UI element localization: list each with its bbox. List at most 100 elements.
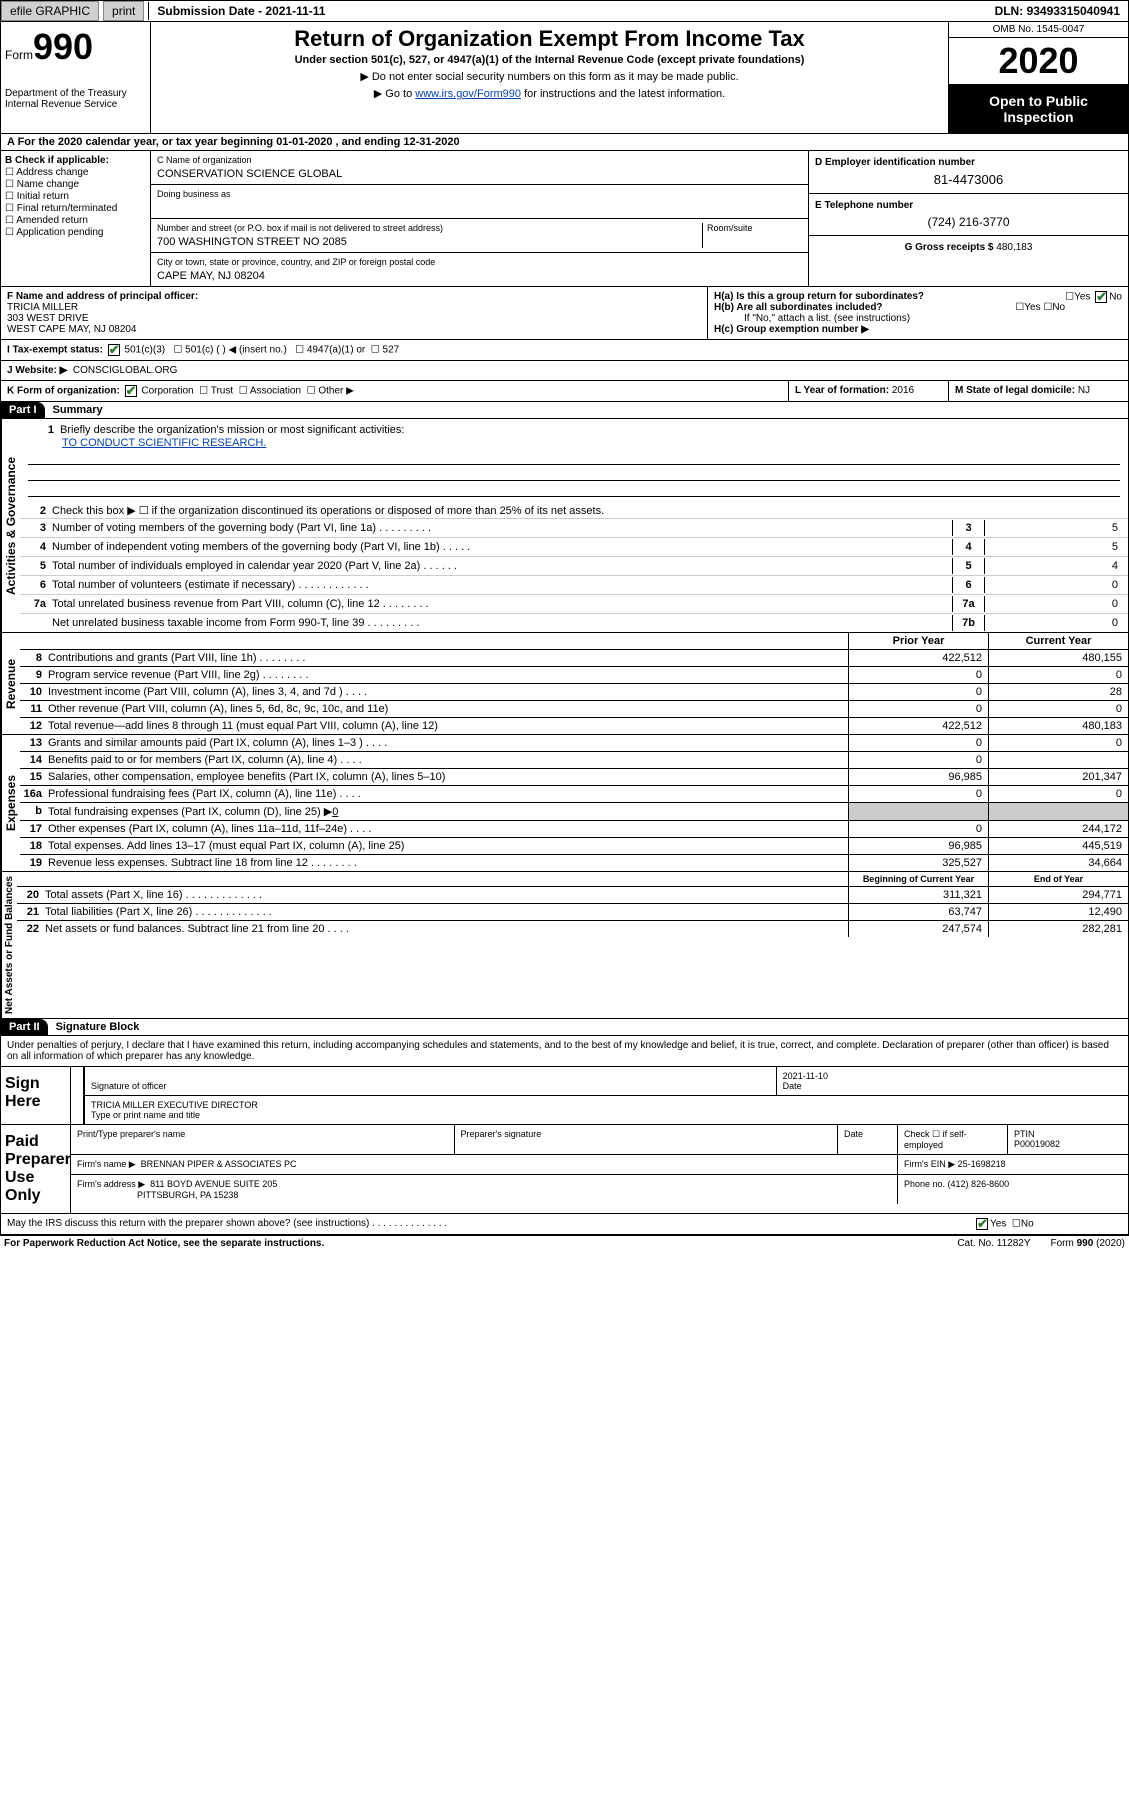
officer-name: TRICIA MILLER [7, 302, 78, 313]
val-3: 5 [984, 520, 1124, 536]
note-ssn: ▶ Do not enter social security numbers o… [159, 70, 940, 83]
tax-year: 2020 [949, 38, 1128, 85]
org-name: CONSERVATION SCIENCE GLOBAL [157, 168, 802, 180]
rev-12-curr: 480,183 [988, 718, 1128, 734]
section-governance: Activities & Governance 1Briefly describ… [0, 419, 1129, 633]
part1-header: Part I Summary [0, 402, 1129, 419]
info-section: B Check if applicable: ☐ Address change … [0, 151, 1129, 287]
section-deg: D Employer identification number81-44730… [808, 151, 1128, 286]
firm-phone: (412) 826-8600 [948, 1179, 1010, 1189]
org-street: 700 WASHINGTON STREET NO 2085 [157, 236, 702, 248]
form-subtitle: Under section 501(c), 527, or 4947(a)(1)… [159, 54, 940, 66]
mission-text: TO CONDUCT SCIENTIFIC RESEARCH. [62, 437, 266, 449]
na-21-boy: 63,747 [848, 904, 988, 920]
chk-name-change[interactable]: ☐ Name change [5, 179, 146, 190]
vert-revenue: Revenue [1, 633, 20, 734]
exp-16a-curr: 0 [988, 786, 1128, 802]
instructions-link[interactable]: www.irs.gov/Form990 [415, 88, 521, 100]
chk-initial-return[interactable]: ☐ Initial return [5, 191, 146, 202]
rev-9-prior: 0 [848, 667, 988, 683]
val-7a: 0 [984, 596, 1124, 612]
chk-application-pending[interactable]: ☐ Application pending [5, 227, 146, 238]
officer-typed-name: TRICIA MILLER EXECUTIVE DIRECTOR [91, 1100, 258, 1110]
na-20-eoy: 294,771 [988, 887, 1128, 903]
state-domicile: NJ [1078, 385, 1090, 396]
val-5: 4 [984, 558, 1124, 574]
rev-9-curr: 0 [988, 667, 1128, 683]
val-7b: 0 [984, 615, 1124, 631]
efile-button[interactable]: efile GRAPHIC [1, 1, 99, 21]
ptin: P00019082 [1014, 1139, 1060, 1149]
exp-14-curr [988, 752, 1128, 768]
firm-name: BRENNAN PIPER & ASSOCIATES PC [141, 1159, 297, 1169]
exp-15-prior: 96,985 [848, 769, 988, 785]
firm-addr2: PITTSBURGH, PA 15238 [137, 1190, 238, 1200]
note-link: ▶ Go to www.irs.gov/Form990 for instruct… [159, 87, 940, 100]
rev-10-prior: 0 [848, 684, 988, 700]
officer-addr2: WEST CAPE MAY, NJ 08204 [7, 324, 137, 335]
section-klm: K Form of organization: Corporation ☐ Tr… [0, 381, 1129, 402]
submission-date: Submission Date - 2021-11-11 [148, 2, 333, 20]
ein: 81-4473006 [815, 172, 1122, 187]
section-revenue: Revenue Prior YearCurrent Year 8Contribu… [0, 633, 1129, 735]
vert-netassets: Net Assets or Fund Balances [1, 872, 17, 1018]
exp-17-prior: 0 [848, 821, 988, 837]
na-22-boy: 247,574 [848, 921, 988, 937]
print-button[interactable]: print [103, 1, 144, 21]
firm-ein: 25-1698218 [958, 1159, 1006, 1169]
exp-16a-prior: 0 [848, 786, 988, 802]
form-title: Return of Organization Exempt From Incom… [159, 26, 940, 52]
val-6: 0 [984, 577, 1124, 593]
exp-14-prior: 0 [848, 752, 988, 768]
rev-10-curr: 28 [988, 684, 1128, 700]
rev-8-prior: 422,512 [848, 650, 988, 666]
rev-11-curr: 0 [988, 701, 1128, 717]
rev-8-curr: 480,155 [988, 650, 1128, 666]
exp-16b-val: 0 [332, 806, 338, 818]
ha-no-check [1095, 291, 1107, 303]
na-22-eoy: 282,281 [988, 921, 1128, 937]
chk-amended[interactable]: ☐ Amended return [5, 215, 146, 226]
chk-501c3 [108, 344, 120, 356]
rev-11-prior: 0 [848, 701, 988, 717]
sign-date: 2021-11-10 [783, 1071, 828, 1081]
discuss-yes [976, 1218, 988, 1230]
form-header: Form990 Department of the Treasury Inter… [0, 22, 1129, 134]
exp-15-curr: 201,347 [988, 769, 1128, 785]
na-21-eoy: 12,490 [988, 904, 1128, 920]
omb-number: OMB No. 1545-0047 [949, 22, 1128, 38]
exp-19-prior: 325,527 [848, 855, 988, 871]
topbar: efile GRAPHIC print Submission Date - 20… [0, 0, 1129, 22]
section-b: B Check if applicable: ☐ Address change … [1, 151, 151, 286]
officer-addr1: 303 WEST DRIVE [7, 313, 89, 324]
row-a-tax-year: A For the 2020 calendar year, or tax yea… [0, 134, 1129, 151]
section-c: C Name of organizationCONSERVATION SCIEN… [151, 151, 808, 286]
section-j: J Website: ▶ CONSCIGLOBAL.ORG [0, 361, 1129, 381]
year-formation: 2016 [892, 385, 914, 396]
chk-corporation [125, 385, 137, 397]
exp-18-curr: 445,519 [988, 838, 1128, 854]
rev-12-prior: 422,512 [848, 718, 988, 734]
exp-13-curr: 0 [988, 735, 1128, 751]
open-to-public: Open to Public Inspection [949, 85, 1128, 133]
paid-preparer: Paid Preparer Use Only Print/Type prepar… [0, 1125, 1129, 1214]
part2-header: Part II Signature Block [0, 1019, 1129, 1036]
website: CONSCIGLOBAL.ORG [73, 365, 177, 376]
exp-18-prior: 96,985 [848, 838, 988, 854]
val-4: 5 [984, 539, 1124, 555]
sign-here: Sign Here Signature of officer 2021-11-1… [0, 1067, 1129, 1125]
dln: DLN: 93493315040941 [987, 2, 1128, 20]
vert-governance: Activities & Governance [1, 419, 20, 632]
exp-13-prior: 0 [848, 735, 988, 751]
exp-19-curr: 34,664 [988, 855, 1128, 871]
section-netassets: Net Assets or Fund Balances Beginning of… [0, 872, 1129, 1019]
section-i: I Tax-exempt status: 501(c)(3) ☐ 501(c) … [0, 340, 1129, 361]
chk-address-change[interactable]: ☐ Address change [5, 167, 146, 178]
gross-receipts: 480,183 [996, 242, 1032, 253]
org-city: CAPE MAY, NJ 08204 [157, 270, 802, 282]
exp-17-curr: 244,172 [988, 821, 1128, 837]
form-number: Form990 [5, 26, 146, 68]
phone: (724) 216-3770 [815, 215, 1122, 229]
na-20-boy: 311,321 [848, 887, 988, 903]
chk-final-return[interactable]: ☐ Final return/terminated [5, 203, 146, 214]
